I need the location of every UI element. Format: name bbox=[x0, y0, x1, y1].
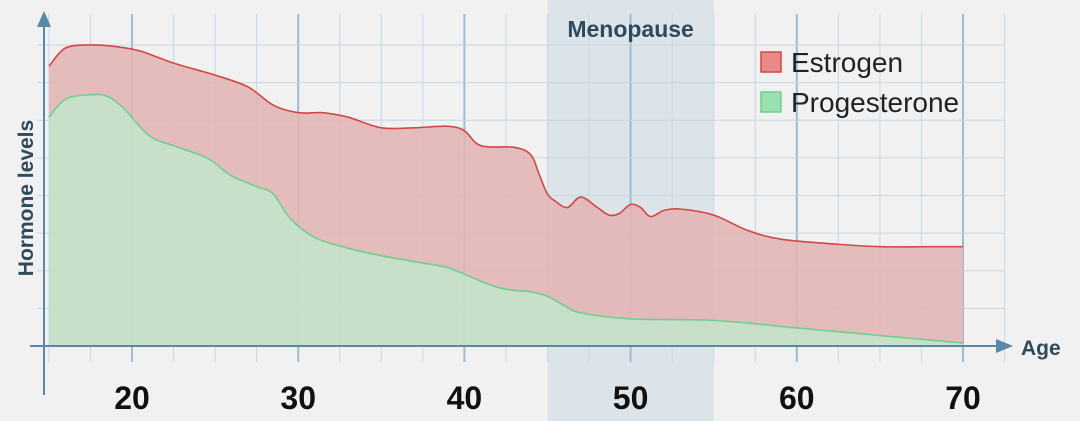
progesterone-area bbox=[49, 94, 963, 346]
legend-label-estrogen: Estrogen bbox=[791, 47, 903, 78]
legend-label-progesterone: Progesterone bbox=[791, 87, 959, 118]
y-axis-arrow bbox=[37, 11, 51, 27]
menopause-label: Menopause bbox=[567, 16, 694, 42]
x-tick-label: 50 bbox=[613, 380, 649, 416]
legend: Estrogen Progesterone bbox=[760, 47, 959, 118]
estrogen-line bbox=[48, 44, 963, 248]
x-axis-arrow bbox=[996, 339, 1013, 353]
x-axis-title: Age bbox=[1021, 337, 1061, 360]
progesterone-line bbox=[48, 93, 964, 344]
x-tick-label: 40 bbox=[447, 380, 483, 416]
legend-swatch-progesterone bbox=[760, 91, 782, 113]
x-tick-label: 60 bbox=[779, 380, 815, 416]
x-tick-label: 20 bbox=[114, 380, 150, 416]
y-axis-title: Hormone levels bbox=[15, 120, 38, 276]
axes bbox=[30, 11, 1013, 395]
x-tick-label: 30 bbox=[280, 380, 316, 416]
x-tick-labels: 20 30 40 50 60 70 bbox=[114, 380, 981, 416]
legend-swatch-estrogen bbox=[760, 51, 782, 73]
x-tick-label: 70 bbox=[945, 380, 981, 416]
data-areas bbox=[48, 44, 964, 347]
